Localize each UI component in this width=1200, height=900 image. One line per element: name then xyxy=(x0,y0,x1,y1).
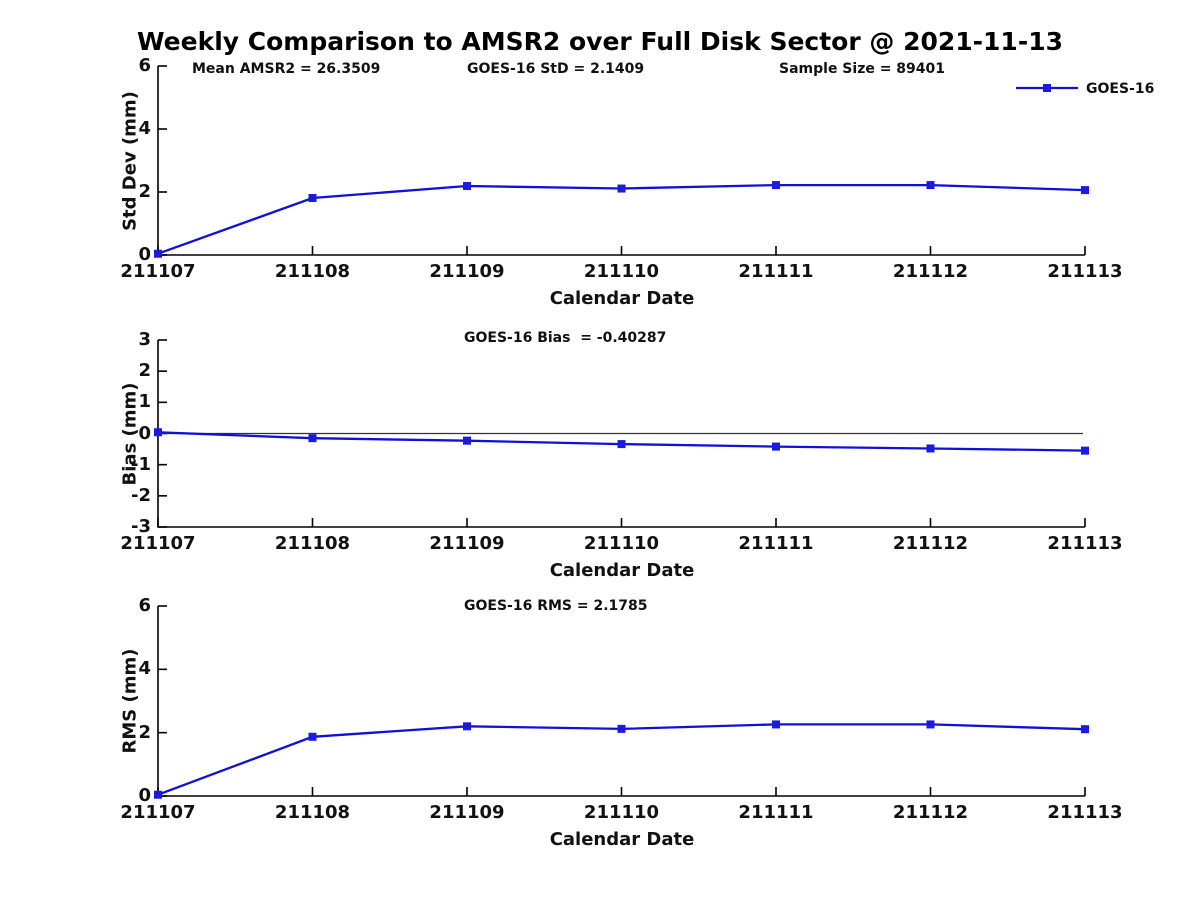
y-tick-label: -1 xyxy=(131,453,151,475)
data-marker xyxy=(308,732,317,741)
data-marker xyxy=(308,193,317,202)
x-tick-label: 211110 xyxy=(583,261,660,282)
data-marker xyxy=(308,434,317,443)
annotation-goes16-rms: GOES-16 RMS = 2.1785 xyxy=(464,598,648,614)
x-tick-label: 211108 xyxy=(274,261,351,282)
annotation-mean-amsr2: Mean AMSR2 = 26.3509 xyxy=(192,61,381,77)
figure-title: Weekly Comparison to AMSR2 over Full Dis… xyxy=(136,27,1063,56)
data-marker xyxy=(154,428,162,437)
data-marker xyxy=(1081,446,1089,455)
y-tick-label: 3 xyxy=(138,329,151,350)
legend-marker-sample xyxy=(1043,84,1051,92)
data-marker xyxy=(1081,186,1089,195)
x-tick-label: 211113 xyxy=(1047,261,1123,282)
data-marker xyxy=(463,722,471,731)
y-tick-label: 0 xyxy=(138,785,151,806)
x-tick-label: 211112 xyxy=(892,802,969,823)
xlabel-calendar-date-1: Calendar Date xyxy=(549,288,695,309)
xlabel-calendar-date-3: Calendar Date xyxy=(549,829,695,850)
y-tick-label: 4 xyxy=(138,118,151,139)
data-marker xyxy=(772,720,780,729)
x-tick-label: 211110 xyxy=(583,533,660,554)
axis-spines xyxy=(157,66,1085,256)
axis-spines xyxy=(157,606,1085,797)
data-line-goes-16 xyxy=(157,723,1086,796)
x-tick-label: 211111 xyxy=(738,261,814,282)
y-tick-label: 6 xyxy=(138,595,151,616)
annotation-goes16-std: GOES-16 StD = 2.1409 xyxy=(467,61,645,77)
y-tick-label: 0 xyxy=(138,422,151,444)
y-tick-label: 1 xyxy=(138,391,151,413)
x-tick-label: 211108 xyxy=(274,802,351,823)
data-marker xyxy=(617,440,626,449)
y-tick-label: 6 xyxy=(138,55,151,76)
x-tick-label: 211112 xyxy=(892,533,969,554)
data-marker xyxy=(926,181,935,190)
ylabel-std-dev: Std Dev (mm) xyxy=(119,91,141,231)
x-tick-label: 211111 xyxy=(738,802,814,823)
annotation-sample-size: Sample Size = 89401 xyxy=(779,61,946,77)
y-tick-label: 2 xyxy=(138,181,151,202)
x-tick-label: 211108 xyxy=(274,533,351,554)
data-marker xyxy=(926,720,935,729)
data-marker xyxy=(1081,725,1089,734)
y-tick-label: 0 xyxy=(138,244,151,265)
data-marker xyxy=(463,436,471,445)
x-tick-label: 211112 xyxy=(892,261,969,282)
y-tick-label: 2 xyxy=(138,721,151,743)
y-tick-label: -3 xyxy=(131,516,151,537)
annotation-goes16-bias: GOES-16 Bias = -0.40287 xyxy=(464,330,667,346)
x-tick-label: 211109 xyxy=(429,533,505,554)
data-marker xyxy=(617,184,626,193)
x-tick-label: 211111 xyxy=(738,533,814,554)
data-marker xyxy=(617,724,626,733)
data-marker xyxy=(772,442,780,451)
xlabel-calendar-date-2: Calendar Date xyxy=(549,560,695,581)
data-marker xyxy=(772,181,780,190)
data-marker xyxy=(154,249,162,258)
x-tick-label: 211113 xyxy=(1047,802,1123,823)
x-tick-label: 211109 xyxy=(429,802,505,823)
legend-label: GOES-16 xyxy=(1086,81,1155,97)
data-marker xyxy=(926,444,935,453)
data-marker xyxy=(154,790,162,799)
x-tick-label: 211107 xyxy=(120,261,196,282)
x-tick-label: 211107 xyxy=(120,802,196,823)
data-marker xyxy=(463,182,471,191)
data-line-goes-16 xyxy=(157,183,1086,255)
x-tick-label: 211107 xyxy=(120,533,196,554)
y-tick-label: -2 xyxy=(131,484,151,506)
y-tick-label: 2 xyxy=(138,360,151,382)
x-tick-label: 211110 xyxy=(583,802,660,823)
y-tick-label: 4 xyxy=(138,658,151,680)
x-tick-label: 211109 xyxy=(429,261,505,282)
x-tick-label: 211113 xyxy=(1047,533,1123,554)
